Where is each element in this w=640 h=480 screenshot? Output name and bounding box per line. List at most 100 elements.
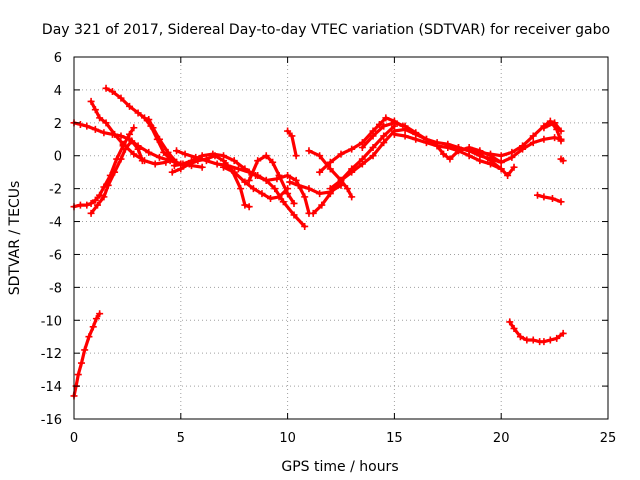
data-point-marker bbox=[559, 329, 567, 337]
data-point-marker bbox=[316, 152, 324, 160]
y-tick-label: -16 bbox=[41, 413, 62, 428]
data-point-marker bbox=[145, 116, 153, 124]
data-point-marker bbox=[168, 168, 176, 176]
data-point-marker bbox=[301, 222, 309, 230]
data-point-marker bbox=[358, 160, 366, 168]
data-point-marker bbox=[476, 152, 484, 160]
data-point-marker bbox=[557, 135, 565, 143]
data-point-marker bbox=[271, 185, 279, 193]
data-point-marker bbox=[540, 135, 548, 143]
data-point-marker bbox=[164, 148, 172, 156]
data-point-marker bbox=[326, 185, 334, 193]
data-point-marker bbox=[187, 157, 195, 165]
data-point-marker bbox=[348, 193, 356, 201]
x-axis-label: GPS time / hours bbox=[281, 459, 398, 475]
data-point-marker bbox=[241, 178, 249, 186]
x-tick-label: 15 bbox=[386, 431, 403, 446]
x-tick-label: 25 bbox=[600, 431, 617, 446]
data-point-marker bbox=[181, 150, 189, 158]
data-point-marker bbox=[279, 198, 287, 206]
data-point-marker bbox=[326, 165, 334, 173]
x-tick-label: 10 bbox=[279, 431, 296, 446]
data-point-marker bbox=[401, 132, 409, 140]
y-tick-label: 6 bbox=[54, 51, 62, 66]
data-point-marker bbox=[343, 185, 351, 193]
data-point-marker bbox=[508, 153, 516, 161]
data-point-marker bbox=[173, 147, 181, 155]
data-point-marker bbox=[85, 333, 93, 341]
series-track-26 bbox=[508, 320, 565, 344]
data-point-marker bbox=[380, 122, 388, 130]
x-tick-label: 20 bbox=[493, 431, 510, 446]
data-point-marker bbox=[540, 124, 548, 132]
x-tick-label: 5 bbox=[177, 431, 185, 446]
data-point-marker bbox=[87, 209, 95, 217]
x-tick-label: 0 bbox=[70, 431, 78, 446]
data-point-marker bbox=[380, 139, 388, 147]
data-point-marker bbox=[140, 157, 148, 165]
data-point-marker bbox=[241, 201, 249, 209]
data-point-marker bbox=[286, 178, 294, 186]
data-point-marker bbox=[254, 157, 262, 165]
data-point-marker bbox=[177, 165, 185, 173]
data-point-marker bbox=[546, 336, 554, 344]
data-point-marker bbox=[284, 171, 292, 179]
data-point-marker bbox=[92, 315, 100, 323]
chart-title: Day 321 of 2017, Sidereal Day-to-day VTE… bbox=[42, 22, 610, 38]
data-point-marker bbox=[375, 120, 383, 128]
data-point-marker bbox=[548, 195, 556, 203]
data-point-marker bbox=[91, 196, 99, 204]
data-point-marker bbox=[254, 171, 262, 179]
series-track-25 bbox=[535, 193, 563, 204]
data-point-marker bbox=[382, 114, 390, 122]
data-point-marker bbox=[258, 190, 266, 198]
y-axis-label: SDTVAR / TECUs bbox=[7, 181, 23, 296]
data-point-marker bbox=[557, 127, 565, 135]
data-point-marker bbox=[284, 127, 292, 135]
data-point-marker bbox=[369, 152, 377, 160]
data-point-marker bbox=[76, 120, 84, 128]
data-point-marker bbox=[497, 152, 505, 160]
data-point-marker bbox=[523, 336, 531, 344]
data-point-marker bbox=[454, 144, 462, 151]
y-tick-label: 2 bbox=[54, 117, 62, 132]
data-point-marker bbox=[497, 158, 505, 166]
data-point-marker bbox=[288, 132, 296, 140]
y-tick-label: -10 bbox=[41, 314, 62, 329]
data-point-marker bbox=[77, 359, 85, 367]
data-point-marker bbox=[262, 152, 270, 160]
series-track-17 bbox=[318, 116, 405, 174]
data-point-marker bbox=[220, 163, 228, 171]
data-point-marker bbox=[301, 193, 309, 201]
grid-lines bbox=[74, 57, 608, 419]
data-point-marker bbox=[412, 135, 420, 143]
data-point-marker bbox=[230, 168, 238, 176]
data-point-marker bbox=[209, 150, 217, 158]
y-tick-label: -8 bbox=[49, 281, 62, 296]
data-point-marker bbox=[380, 132, 388, 140]
data-point-marker bbox=[290, 199, 298, 207]
data-point-marker bbox=[318, 201, 326, 209]
data-point-marker bbox=[76, 201, 84, 209]
data-point-marker bbox=[111, 130, 119, 138]
data-point-marker bbox=[294, 181, 302, 189]
y-tick-label: 0 bbox=[54, 150, 62, 165]
data-point-marker bbox=[151, 160, 159, 168]
data-point-marker bbox=[170, 162, 178, 170]
series-track-4 bbox=[89, 139, 144, 215]
data-point-marker bbox=[87, 97, 95, 105]
data-point-marker bbox=[534, 191, 542, 199]
data-point-marker bbox=[74, 371, 82, 379]
data-point-marker bbox=[102, 84, 110, 92]
data-point-marker bbox=[111, 168, 119, 176]
data-point-marker bbox=[128, 137, 136, 145]
data-point-marker bbox=[557, 198, 565, 206]
data-point-marker bbox=[465, 147, 473, 155]
data-point-marker bbox=[516, 333, 524, 341]
data-point-marker bbox=[155, 135, 163, 143]
data-point-marker bbox=[316, 168, 324, 176]
y-tick-labels: 6 4 2 0 -2 -4 -6 -8 -10 -12 -14 -16 bbox=[41, 51, 62, 428]
data-point-marker bbox=[149, 124, 157, 132]
y-tick-label: -14 bbox=[41, 380, 62, 395]
